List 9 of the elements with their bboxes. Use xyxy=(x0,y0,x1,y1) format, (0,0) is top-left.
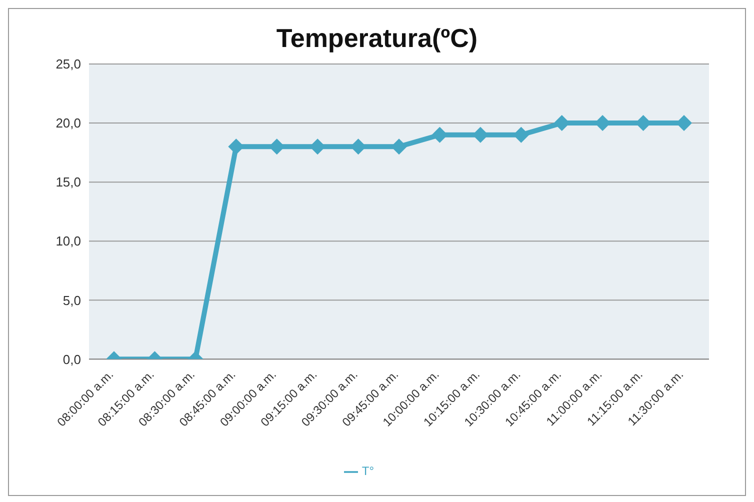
y-tick-label: 5,0 xyxy=(62,292,81,308)
y-tick-label: 15,0 xyxy=(56,174,81,190)
legend-label: T° xyxy=(362,464,374,478)
y-tick-label: 10,0 xyxy=(56,234,81,249)
y-tick-label: 20,0 xyxy=(56,116,81,131)
y-tick-label: 25,0 xyxy=(56,56,81,72)
point xyxy=(391,138,407,155)
y-tick-label: 0,0 xyxy=(62,352,81,367)
chart-title: Temperatura(ºC) xyxy=(275,23,479,54)
